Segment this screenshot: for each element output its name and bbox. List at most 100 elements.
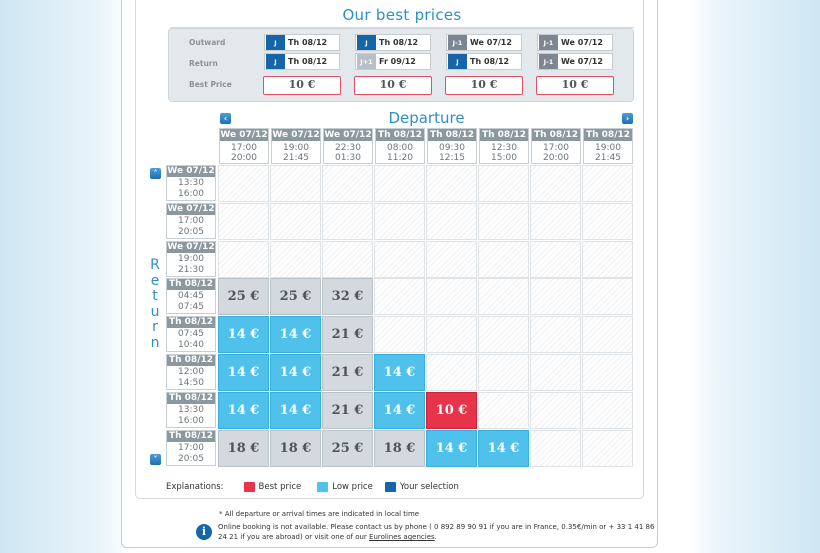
departure-date: Th 08/12 xyxy=(376,129,424,141)
departure-time: 09:30 xyxy=(439,143,465,153)
best-option-outward[interactable]: J Th 08/12 xyxy=(355,34,431,51)
arrival-time: 01:30 xyxy=(335,153,361,163)
prev-departures-button[interactable]: ‹ xyxy=(220,113,231,124)
unavailable-cell xyxy=(582,429,633,467)
best-option-price[interactable]: 10 € xyxy=(445,76,523,95)
best-option-price[interactable]: 10 € xyxy=(263,76,341,95)
day-offset-badge: J-1 xyxy=(539,35,558,50)
departure-time: 19:00 xyxy=(283,143,309,153)
trip-date: We 07/12 xyxy=(561,57,603,66)
booking-note: Online booking is not available. Please … xyxy=(218,522,658,542)
fare-cell[interactable]: 18 € xyxy=(218,429,269,467)
return-row-header: We 07/12 13:30 16:00 xyxy=(166,165,216,201)
unavailable-cell xyxy=(218,165,269,202)
best-option-outward[interactable]: J-1 We 07/12 xyxy=(537,34,613,51)
best-option-outward[interactable]: J Th 08/12 xyxy=(264,34,340,51)
departure-time: 08:00 xyxy=(387,143,413,153)
chevron-down-icon: ˅ xyxy=(153,455,158,464)
unavailable-cell xyxy=(530,165,581,202)
departure-column-header: Th 08/12 09:30 12:15 xyxy=(427,128,477,164)
fare-cell[interactable]: 25 € xyxy=(270,278,321,316)
best-option-return[interactable]: J-1 We 07/12 xyxy=(537,53,613,70)
best-option-return[interactable]: J Th 08/12 xyxy=(446,53,522,70)
fare-cell[interactable]: 25 € xyxy=(218,278,269,316)
unavailable-cell xyxy=(322,202,373,240)
unavailable-cell xyxy=(322,240,373,278)
fare-cell[interactable]: 14 € xyxy=(374,354,425,391)
local-time-note: * All departure or arrival times are ind… xyxy=(219,510,420,518)
best-option-price[interactable]: 10 € xyxy=(536,76,614,95)
departure-date: Th 08/12 xyxy=(428,129,476,141)
explanations-label: Explanations: xyxy=(166,482,224,492)
fare-cell[interactable]: 32 € xyxy=(322,278,373,316)
return-row-header: Th 08/12 17:00 20:05 xyxy=(166,429,216,466)
return-title-letter: t xyxy=(152,288,158,304)
chevron-left-icon: ‹ xyxy=(223,114,228,123)
return-date: We 07/12 xyxy=(167,166,215,177)
fare-cell[interactable]: 21 € xyxy=(322,316,373,354)
fare-cell[interactable]: 14 € xyxy=(218,354,269,391)
unavailable-cell xyxy=(582,278,633,316)
unavailable-cell xyxy=(270,165,321,202)
departure-column-header: Th 08/12 17:00 20:00 xyxy=(531,128,581,164)
arrival-time: 10:40 xyxy=(178,340,204,351)
return-row-header: Th 08/12 13:30 16:00 xyxy=(166,391,216,428)
fare-cell[interactable]: 14 € xyxy=(270,391,321,429)
best-price-label: Best Price xyxy=(189,80,232,89)
return-row-header: Th 08/12 04:45 07:45 xyxy=(166,278,216,315)
fare-cell[interactable]: 10 € xyxy=(426,391,477,429)
best-option-price[interactable]: 10 € xyxy=(354,76,432,95)
booking-note-text: Online booking is not available. Please … xyxy=(218,523,655,541)
departure-column-header: Th 08/12 19:00 21:45 xyxy=(583,128,633,164)
fare-cell[interactable]: 14 € xyxy=(426,429,477,467)
fare-cell[interactable]: 14 € xyxy=(270,354,321,391)
return-row-header: Th 08/12 12:00 14:50 xyxy=(166,354,216,390)
best-option-return[interactable]: J+1 Fr 09/12 xyxy=(355,53,431,70)
arrival-time: 21:45 xyxy=(283,153,309,163)
chevron-up-icon: ˄ xyxy=(153,169,158,178)
chevron-right-icon: › xyxy=(625,114,630,123)
prev-returns-button[interactable]: ˄ xyxy=(150,168,161,179)
fare-cell[interactable]: 14 € xyxy=(218,316,269,354)
unavailable-cell xyxy=(478,354,529,391)
fare-cell[interactable]: 21 € xyxy=(322,391,373,429)
return-row-header: We 07/12 17:00 20:05 xyxy=(166,202,216,239)
trip-date: Th 08/12 xyxy=(379,38,419,47)
return-title-letter: e xyxy=(150,272,160,289)
fare-cell[interactable]: 21 € xyxy=(322,354,373,391)
departure-time: 17:00 xyxy=(178,215,204,226)
fare-cell[interactable]: 25 € xyxy=(322,429,373,467)
fare-cell[interactable]: 14 € xyxy=(478,429,529,467)
trip-date: Th 08/12 xyxy=(470,57,510,66)
fare-cell[interactable]: 18 € xyxy=(374,429,425,467)
best-option-return[interactable]: J Th 08/12 xyxy=(264,53,340,70)
unavailable-cell xyxy=(218,240,269,278)
departure-date: We 07/12 xyxy=(272,129,320,141)
fare-cell[interactable]: 18 € xyxy=(270,429,321,467)
trip-date: We 07/12 xyxy=(470,38,512,47)
next-returns-button[interactable]: ˅ xyxy=(150,454,161,465)
return-title-letter: u xyxy=(150,303,160,320)
arrival-time: 12:15 xyxy=(439,153,465,163)
best-price-legend: Best price xyxy=(258,482,302,492)
fare-cell[interactable]: 14 € xyxy=(270,316,321,354)
departure-date: Th 08/12 xyxy=(480,129,528,141)
departure-date: We 07/12 xyxy=(324,129,372,141)
best-prices-title: Our best prices xyxy=(170,6,634,28)
unavailable-cell xyxy=(478,240,529,278)
unavailable-cell xyxy=(530,316,581,354)
arrival-time: 15:00 xyxy=(491,153,517,163)
fare-cell[interactable]: 14 € xyxy=(218,391,269,429)
departure-time: 19:00 xyxy=(595,143,621,153)
best-option-outward[interactable]: J-1 We 07/12 xyxy=(446,34,522,51)
next-departures-button[interactable]: › xyxy=(622,113,633,124)
eurolines-agencies-link[interactable]: Eurolines agencies xyxy=(369,533,435,541)
trip-date: Th 08/12 xyxy=(288,57,328,66)
unavailable-cell xyxy=(530,354,581,391)
return-title-letter: r xyxy=(152,319,158,335)
departure-time: 13:30 xyxy=(178,404,204,415)
unavailable-cell xyxy=(530,240,581,278)
fare-cell[interactable]: 14 € xyxy=(374,391,425,429)
return-date: Th 08/12 xyxy=(167,317,215,329)
day-offset-badge: J-1 xyxy=(539,54,558,69)
